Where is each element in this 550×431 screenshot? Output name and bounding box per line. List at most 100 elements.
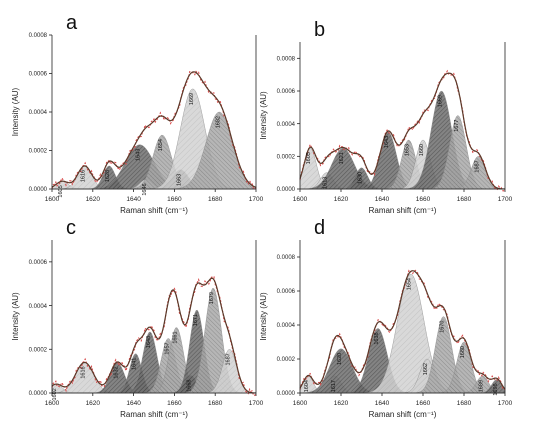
x-axis-title: Raman shift (cm⁻¹) (369, 206, 437, 215)
peak-label: 1696 (493, 383, 499, 395)
x-tick-label: 1680 (457, 400, 472, 407)
y-tick-label: 0.0002 (277, 155, 296, 161)
peak-label: 1680 (460, 346, 466, 358)
y-tick-label: 0.0004 (277, 122, 296, 128)
fit-envelope-line (299, 270, 506, 390)
peak-label: 1661 (172, 331, 178, 343)
x-tick-label: 1660 (167, 400, 182, 407)
peak-label: 1657 (164, 342, 170, 354)
x-tick-label: 1700 (498, 196, 513, 203)
peak-label: 1662 (423, 363, 429, 375)
y-tick-label: 0.0006 (29, 72, 48, 78)
peak-label: 1641 (132, 358, 138, 370)
x-tick-label: 1660 (167, 196, 182, 203)
y-tick-label: 0.0006 (29, 260, 48, 266)
peak-label: 1669 (189, 93, 195, 105)
peak-label: 1630 (358, 172, 364, 184)
x-tick-label: 1600 (45, 400, 60, 407)
panel-letter: d (314, 217, 325, 239)
x-tick-label: 1640 (375, 400, 390, 407)
x-tick-label: 1680 (208, 400, 223, 407)
panel-letter: b (314, 19, 325, 41)
x-tick-label: 1600 (293, 196, 308, 203)
peak-label: 1620 (337, 353, 343, 365)
peak-label: 1671 (193, 314, 199, 326)
y-tick-label: 0.0002 (29, 347, 48, 353)
peak-label: 1602 (52, 388, 58, 400)
panel-b: 1600 1620 1640 1660 1680 1700 0.0000 0.0002 0.00… (259, 19, 513, 215)
peak-label: 1628 (105, 170, 111, 182)
peak-label: 1679 (209, 292, 215, 304)
x-tick-label: 1680 (457, 196, 472, 203)
y-tick-label: 0.0000 (29, 187, 48, 193)
peak-label: 1616 (81, 170, 87, 182)
y-tick-label: 0.0006 (277, 289, 296, 295)
y-tick-label: 0.0008 (277, 57, 296, 63)
peak-label: 1643 (136, 149, 142, 161)
measured-spectrum-line (51, 70, 257, 190)
peak-label: 1663 (177, 174, 183, 186)
x-tick-label: 1680 (208, 196, 223, 203)
peak-label: 1654 (407, 278, 413, 290)
x-tick-label: 1700 (249, 196, 264, 203)
x-tick-label: 1600 (293, 400, 308, 407)
x-tick-label: 1620 (334, 196, 349, 203)
peak-label: 1677 (454, 120, 460, 132)
peak-label: 1687 (474, 160, 480, 172)
x-axis-title: Raman shift (cm⁻¹) (120, 206, 188, 215)
peak-label: 1632 (113, 366, 119, 378)
panel-a: 1600 1620 1640 1660 1680 1700 0.0000 0.0002 0.00… (11, 12, 264, 215)
panel-d: 1600 1620 1640 1660 1680 1700 0.0000 0.0002 0.00… (259, 217, 513, 419)
panel-letter: c (66, 217, 76, 239)
y-axis-title: Intensity (AU) (11, 87, 20, 136)
peak-label: 1617 (331, 380, 337, 392)
fit-envelope-line (51, 71, 257, 188)
panel-letter: a (66, 12, 78, 34)
x-tick-label: 1660 (416, 400, 431, 407)
peak-label: 1616 (81, 366, 87, 378)
peak-label: 1669 (437, 95, 443, 107)
peak-label: 1605 (58, 185, 64, 197)
peak-label: 1654 (158, 139, 164, 151)
peak-label: 1660 (419, 144, 425, 156)
peak-label: 1604 (304, 380, 310, 392)
y-tick-label: 0.0000 (29, 391, 48, 397)
x-tick-label: 1660 (416, 196, 431, 203)
y-tick-label: 0.0008 (277, 255, 296, 261)
peak-label: 1670 (440, 321, 446, 333)
x-tick-label: 1640 (126, 196, 141, 203)
y-tick-label: 0.0004 (29, 110, 48, 116)
y-tick-label: 0.0004 (29, 304, 48, 310)
y-tick-label: 0.0000 (277, 187, 296, 193)
x-tick-label: 1700 (249, 400, 264, 407)
fit-envelope-line (51, 277, 257, 394)
x-tick-label: 1600 (45, 196, 60, 203)
measured-spectrum-line (299, 69, 506, 192)
y-tick-label: 0.0000 (277, 391, 296, 397)
x-tick-label: 1640 (126, 400, 141, 407)
x-axis-title: Raman shift (cm⁻¹) (120, 410, 188, 419)
y-axis-title: Intensity (AU) (11, 292, 20, 341)
peak-label: 1653 (405, 144, 411, 156)
peak-label: 1621 (339, 152, 345, 164)
peak-label: 1638 (374, 332, 380, 344)
y-axis-title: Intensity (AU) (259, 292, 268, 341)
y-tick-label: 0.0006 (277, 89, 296, 95)
fit-envelope-line (299, 72, 506, 190)
y-tick-label: 0.0002 (277, 357, 296, 363)
x-tick-label: 1640 (375, 196, 390, 203)
y-axis-title: Intensity (AU) (259, 91, 268, 140)
peak-label: 1643 (384, 136, 390, 148)
y-tick-label: 0.0008 (29, 33, 48, 39)
x-tick-label: 1700 (498, 400, 513, 407)
peak-label: 1687 (225, 353, 231, 365)
peak-label: 1682 (215, 116, 221, 128)
peak-label: 1668 (187, 380, 193, 392)
peak-label: 1605 (306, 152, 312, 164)
panel-c: 1600 1620 1640 1660 1680 1700 0.0000 0.0002 0.00… (11, 217, 264, 419)
y-tick-label: 0.0002 (29, 149, 48, 155)
x-axis-title: Raman shift (cm⁻¹) (369, 410, 437, 419)
x-tick-label: 1620 (86, 400, 101, 407)
y-tick-label: 0.0004 (277, 323, 296, 329)
